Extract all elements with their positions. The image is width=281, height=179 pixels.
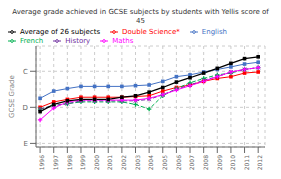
svg-text:1998: 1998 [66, 155, 73, 170]
svg-text:2009: 2009 [216, 155, 223, 170]
html-text:Maths: Maths [112, 37, 134, 45]
svg-text:E: E [24, 140, 28, 148]
html-text:History: History [65, 37, 91, 45]
svg-text:2003: 2003 [134, 155, 141, 170]
svg-text:1996: 1996 [38, 155, 45, 170]
svg-text:GCSE Grade: GCSE Grade [8, 75, 16, 118]
svg-text:2000: 2000 [93, 155, 100, 170]
html-text:Average of 26 subjects: Average of 26 subjects [20, 28, 101, 36]
svg-text:2010: 2010 [229, 155, 236, 170]
svg-text:2007: 2007 [188, 155, 195, 170]
svg-text:C: C [23, 68, 28, 76]
html-text:Double Science*: Double Science* [122, 28, 180, 36]
svg-text:2005: 2005 [161, 155, 168, 170]
html-text:French: French [20, 37, 44, 45]
html-text:English: English [201, 28, 227, 36]
svg-text:2012: 2012 [256, 155, 263, 170]
svg-text:2002: 2002 [120, 155, 127, 170]
svg-text:1999: 1999 [79, 155, 86, 170]
svg-text:2011: 2011 [243, 155, 250, 170]
svg-text:D: D [23, 104, 28, 112]
svg-text:2001: 2001 [107, 155, 114, 170]
svg-text:1997: 1997 [52, 155, 59, 170]
svg-text:2008: 2008 [202, 155, 209, 170]
svg-text:2006: 2006 [175, 155, 182, 170]
svg-text:2004: 2004 [147, 155, 154, 170]
html-text:Average grade achieved in GCSE: Average grade achieved in GCSE subjects … [12, 8, 269, 25]
